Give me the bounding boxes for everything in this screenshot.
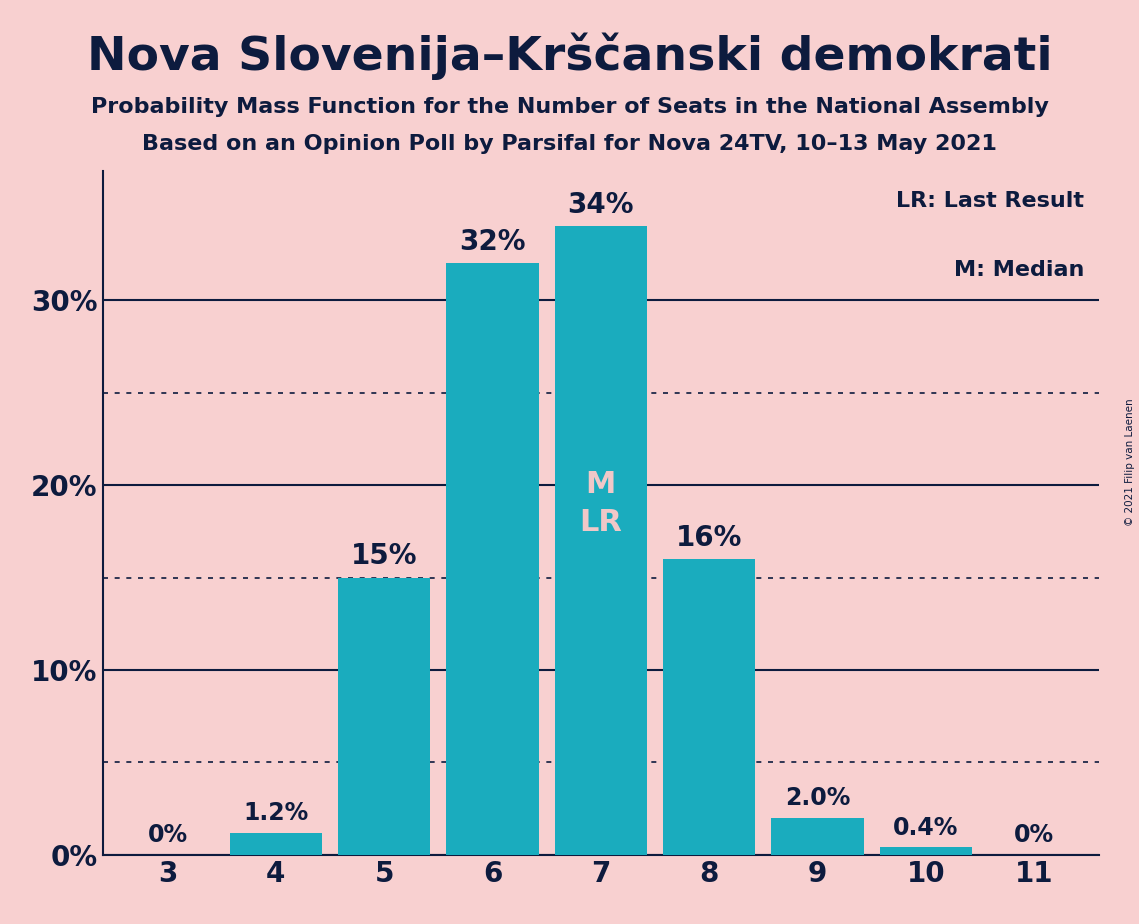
Text: 1.2%: 1.2%	[244, 801, 309, 825]
Bar	[338, 578, 431, 855]
Text: Based on an Opinion Poll by Parsifal for Nova 24TV, 10–13 May 2021: Based on an Opinion Poll by Parsifal for…	[142, 134, 997, 154]
Text: M
LR: M LR	[580, 470, 622, 537]
Bar	[446, 263, 539, 855]
Bar	[555, 226, 647, 855]
Text: 16%: 16%	[675, 524, 743, 552]
Bar	[663, 559, 755, 855]
Text: Nova Slovenija–Krščanski demokrati: Nova Slovenija–Krščanski demokrati	[87, 32, 1052, 79]
Bar	[879, 847, 972, 855]
Text: 0.4%: 0.4%	[893, 816, 959, 840]
Text: 15%: 15%	[351, 542, 417, 570]
Text: 32%: 32%	[459, 228, 526, 256]
Text: LR: Last Result: LR: Last Result	[896, 191, 1084, 212]
Text: © 2021 Filip van Laenen: © 2021 Filip van Laenen	[1125, 398, 1134, 526]
Text: M: Median: M: Median	[953, 260, 1084, 280]
Text: 0%: 0%	[147, 823, 188, 847]
Text: 2.0%: 2.0%	[785, 786, 850, 810]
Bar	[230, 833, 322, 855]
Text: Probability Mass Function for the Number of Seats in the National Assembly: Probability Mass Function for the Number…	[91, 97, 1048, 117]
Bar	[771, 818, 863, 855]
Text: 0%: 0%	[1014, 823, 1055, 847]
Text: 34%: 34%	[567, 191, 634, 219]
